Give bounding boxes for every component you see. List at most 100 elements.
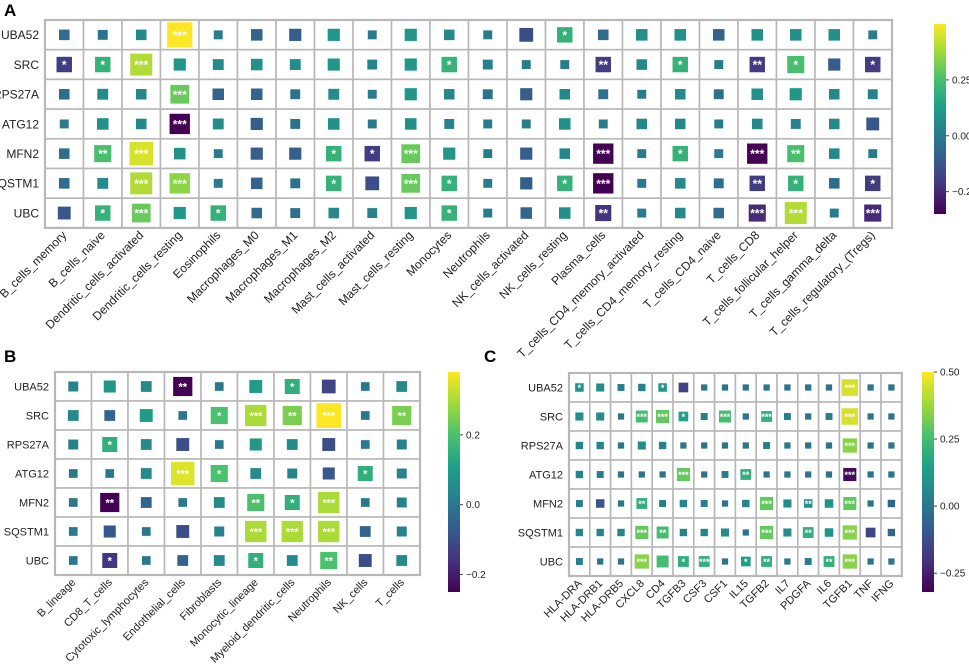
heatmap-cell-src-tgfb3 <box>678 411 689 422</box>
heatmap-cell-atg12-macrophages_m1 <box>290 119 301 129</box>
heatmap-cell-sqstm1-b_lineage <box>68 527 78 536</box>
heatmap-cell-sqstm1-dendritic_cells_resting <box>169 173 190 194</box>
significance-label: *** <box>404 147 418 161</box>
heatmap-cell-ubc-macrophages_m1 <box>290 208 301 218</box>
heatmap-cell-rps27a-tgfb1 <box>842 438 857 453</box>
heatmap-cell-rps27a-il7 <box>784 442 791 449</box>
heatmap-cell-atg12-monocytic_lineage <box>250 468 262 479</box>
heatmap-cell-src-eosinophils <box>212 59 224 70</box>
heatmap-cell-mfn2-dendritic_cells_activated <box>129 141 154 166</box>
heatmap-cell-sqstm1-il6 <box>824 528 834 537</box>
significance-label: *** <box>173 88 187 102</box>
heatmap-cell-atg12-t_cells_gamma_delta <box>828 118 840 130</box>
colorbar-tick-label: 0.2 <box>466 430 480 441</box>
significance-label: * <box>661 383 665 393</box>
heatmap-cell-uba52-monocytic_lineage <box>249 380 263 393</box>
heatmap-cell-sqstm1-ifng <box>887 528 896 537</box>
row-label-sqstm1: SQSTM1 <box>518 527 563 539</box>
heatmap-cell-uba52-pdgfa <box>805 384 812 391</box>
heatmap-cell-rps27a-tgfb2 <box>763 442 771 449</box>
row-label-src: SRC <box>26 410 49 422</box>
heatmap-cell-mfn2-pdgfa <box>803 499 813 508</box>
heatmap-cell-src-myeloid_dendritic_cells <box>282 405 302 426</box>
heatmap-cell-uba52-t_cells_cd4_memory_resting <box>674 29 687 41</box>
row-label-ubc: UBC <box>540 556 563 568</box>
heatmap-cell-src-hla-drb1 <box>596 412 605 421</box>
heatmap-cell-ubc-cytotoxic_lymphocytes <box>141 556 151 565</box>
significance-label: * <box>578 383 582 393</box>
significance-label: * <box>100 207 105 221</box>
heatmap-cell-src-macrophages_m0 <box>250 58 263 71</box>
heatmap-cell-src-pdgfa <box>805 413 812 420</box>
heatmap-cell-sqstm1-cd8_t_cells <box>103 525 116 538</box>
heatmap-cell-mfn2-tnf <box>867 500 874 507</box>
significance-label: * <box>108 440 113 452</box>
column-label-nk_cells: NK_cells <box>331 576 371 616</box>
heatmap-cell-uba52-tgfb2 <box>763 384 770 391</box>
heatmap-cell-mfn2-cd8_t_cells <box>100 492 120 513</box>
significance-label: * <box>216 207 221 221</box>
significance-label: *** <box>845 499 856 509</box>
grid-cell <box>273 429 312 460</box>
heatmap-cell-src-csf3 <box>700 413 708 420</box>
colorbar-tick-label: 0.25 <box>940 435 960 446</box>
column-label-ifng: IFNG <box>869 578 896 605</box>
heatmap-cell-src-b_lineage <box>67 410 79 421</box>
colorbar <box>934 24 946 214</box>
heatmap-cell-atg12-t_cells_regulatory_(tregs) <box>866 117 880 131</box>
row-label-atg12: ATG12 <box>529 469 563 481</box>
heatmap-cell-ubc-cxcl8 <box>634 554 649 569</box>
heatmap-cell-src-t_cells_cd8 <box>749 56 765 73</box>
heatmap-cell-mfn2-t_cells_cd4_naive <box>714 149 724 159</box>
heatmap-cell-mfn2-cytotoxic_lymphocytes <box>140 497 152 508</box>
heatmap-cell-mfn2-hla-drb1 <box>595 499 605 508</box>
heatmap-cell-uba52-csf3 <box>701 384 708 391</box>
heatmap-cell-mfn2-myeloid_dendritic_cells <box>284 495 300 510</box>
heatmap-cell-atg12-endothelial_cells <box>171 461 195 486</box>
significance-label: * <box>370 147 375 161</box>
heatmap-cell-uba52-cd4 <box>658 383 667 392</box>
heatmap-cell-rps27a-neutrophils <box>322 438 336 451</box>
significance-label: ** <box>791 147 801 161</box>
heatmap-cell-rps27a-t_cells_cd4_memory_activated <box>637 89 647 99</box>
significance-label: * <box>562 177 567 191</box>
heatmap-cell-sqstm1-hla-drb5 <box>617 528 625 537</box>
panel-label: C <box>484 347 496 366</box>
heatmap-cell-uba52-dendritic_cells_activated <box>135 29 147 41</box>
column-label-csf1: CSF1 <box>702 578 730 606</box>
heatmap-cell-atg12-ifng <box>888 471 895 478</box>
heatmap-cell-rps27a-nk_cells_resting <box>559 88 571 100</box>
grid-cell <box>390 48 431 81</box>
heatmap-cell-sqstm1-tgfb2 <box>760 525 774 540</box>
significance-label: *** <box>322 527 336 539</box>
significance-label: * <box>447 207 452 221</box>
heatmap-cell-atg12-eosinophils <box>212 118 224 130</box>
significance-label: * <box>678 58 683 72</box>
heatmap-cell-uba52-hla-drb5 <box>617 384 625 391</box>
heatmap-cell-rps27a-il15 <box>742 442 749 449</box>
heatmap-cell-sqstm1-plasma_cells <box>593 173 614 194</box>
significance-label: *** <box>176 469 190 481</box>
heatmap-cell-ubc-dendritic_cells_resting <box>173 206 186 220</box>
heatmap-cell-mfn2-csf3 <box>700 500 708 507</box>
heatmap-cell-uba52-macrophages_m0 <box>250 29 263 41</box>
significance-label: * <box>100 58 105 72</box>
colorbar-tick-label: −0.25 <box>940 569 966 580</box>
grid-cell <box>352 78 393 110</box>
heatmap-cell-uba52-cytotoxic_lymphocytes <box>140 381 152 392</box>
heatmap-cell-atg12-t_cells_cd4_memory_resting <box>674 118 686 130</box>
heatmap-cell-atg12-tgfb1 <box>843 467 857 482</box>
heatmap-cell-src-macrophages_m2 <box>327 58 340 71</box>
significance-label: * <box>562 28 567 42</box>
significance-label: ** <box>753 177 763 191</box>
row-label-uba52: UBA52 <box>14 381 49 393</box>
heatmap-cell-mfn2-t_cells <box>396 497 407 508</box>
significance-label: *** <box>596 147 610 161</box>
heatmap-cell-sqstm1-monocytes <box>441 175 457 192</box>
heatmap-cell-rps27a-mast_cells_activated <box>367 89 377 99</box>
heatmap-cell-ubc-t_cells_cd4_memory_resting <box>674 207 686 219</box>
significance-label: ** <box>98 147 108 161</box>
heatmap-cell-ubc-hla-dra <box>575 558 583 565</box>
heatmap-cell-rps27a-b_cells_naive <box>97 88 109 100</box>
panel-label: A <box>4 1 16 20</box>
